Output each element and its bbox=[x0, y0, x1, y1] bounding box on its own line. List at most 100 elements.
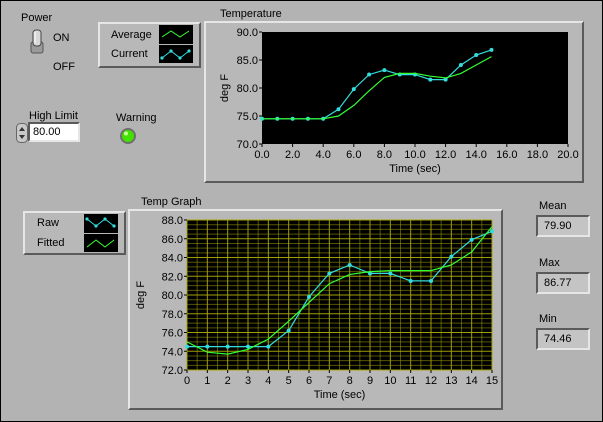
data-point-current bbox=[382, 68, 387, 73]
toggle-switch-icon bbox=[30, 29, 44, 54]
data-point-raw bbox=[307, 294, 311, 299]
y-tick-label: 75.0 bbox=[237, 111, 258, 123]
temperature-chart: 0.0 2.0 4.0 6.0 8.0 10.0 12.0 14.0 16.0 18.0 20.0 7… bbox=[219, 27, 579, 175]
x-axis-label: Time (sec) bbox=[314, 389, 366, 401]
led-lamp bbox=[122, 130, 134, 142]
power-on-label: ON bbox=[53, 32, 70, 44]
temp-graph: 0 1 2 3 4 5 6 7 8 9 10 11 12 13 14 1572.074.076.078.080… bbox=[135, 215, 498, 401]
x-tick-label: 12 bbox=[425, 375, 437, 387]
legend-swatch-average bbox=[161, 30, 190, 38]
y-tick-label: 80.0 bbox=[237, 83, 258, 95]
high-limit-label: High Limit bbox=[29, 110, 78, 122]
series-line-raw bbox=[187, 230, 493, 348]
mean-indicator: 79.90 bbox=[536, 215, 590, 237]
data-point-current bbox=[336, 107, 341, 112]
legend-swatches bbox=[159, 25, 193, 63]
data-point-raw bbox=[327, 271, 332, 276]
data-point-raw bbox=[449, 254, 454, 259]
x-tick-label: 6 bbox=[306, 375, 312, 387]
x-tick-label: 2 bbox=[225, 375, 231, 387]
x-tick-label: 12.0 bbox=[435, 149, 456, 161]
data-point-current bbox=[489, 47, 494, 52]
high-limit-input[interactable]: 80.00 bbox=[28, 122, 80, 142]
data-point-raw bbox=[408, 278, 413, 283]
y-tick-label: 72.0 bbox=[162, 365, 183, 377]
data-point-raw bbox=[388, 271, 393, 276]
x-tick-label: 10 bbox=[384, 375, 396, 387]
x-tick-label: 14 bbox=[466, 375, 478, 387]
y-tick-label: 70.0 bbox=[237, 139, 258, 151]
legend-label-fitted: Fitted bbox=[37, 237, 65, 249]
temperature-chart-title: Temperature bbox=[220, 8, 282, 20]
y-axis-label: deg F bbox=[219, 74, 231, 102]
y-tick-label: 82.0 bbox=[162, 271, 183, 283]
x-tick-label: 0 bbox=[184, 375, 190, 387]
x-tick-label: 13 bbox=[445, 375, 457, 387]
plot-area bbox=[262, 32, 568, 144]
x-tick-label: 2.0 bbox=[285, 149, 300, 161]
x-tick-label: 18.0 bbox=[527, 149, 548, 161]
x-tick-label: 4.0 bbox=[316, 149, 331, 161]
y-tick-label: 80.0 bbox=[162, 290, 183, 302]
x-tick-label: 9 bbox=[367, 375, 373, 387]
y-tick-label: 86.0 bbox=[162, 234, 183, 246]
legend-label-current: Current bbox=[111, 48, 148, 60]
x-tick-label: 7 bbox=[326, 375, 332, 387]
temperature-legend: Average Current bbox=[98, 22, 201, 68]
legend-swatches bbox=[84, 214, 118, 252]
x-tick-label: 11 bbox=[405, 375, 416, 387]
x-tick-label: 5 bbox=[286, 375, 292, 387]
legend-swatch-current bbox=[161, 50, 190, 59]
data-point-raw bbox=[225, 344, 230, 349]
data-point-raw bbox=[266, 344, 271, 349]
data-point-current bbox=[428, 77, 433, 82]
mean-label: Mean bbox=[539, 200, 567, 212]
increment-decrement-icon bbox=[16, 123, 28, 143]
temp-graph-frame: 0 1 2 3 4 5 6 7 8 9 10 11 12 13 14 15 72.0 74.0 76.0 78.0 80… bbox=[128, 209, 503, 410]
legend-swatch-raw bbox=[86, 218, 115, 227]
temp-graph-title: Temp Graph bbox=[141, 196, 202, 208]
data-point-raw bbox=[246, 344, 250, 349]
x-tick-label: 16.0 bbox=[496, 149, 517, 161]
data-point-current bbox=[458, 63, 463, 68]
x-tick-label: 6.0 bbox=[346, 149, 361, 161]
data-point-raw bbox=[347, 263, 352, 267]
data-point-raw bbox=[469, 237, 474, 242]
min-indicator: 74.46 bbox=[536, 328, 590, 350]
x-tick-label: 10.0 bbox=[404, 149, 425, 161]
x-axis-label: Time (sec) bbox=[389, 163, 441, 175]
x-tick-label: 14.0 bbox=[465, 149, 486, 161]
data-point-current bbox=[474, 52, 479, 57]
temperature-chart-frame: 0.0 2.0 4.0 6.0 8.0 10.0 12.0 14.0 16.0 18.0 20.0 7… bbox=[204, 21, 584, 183]
y-tick-label: 84.0 bbox=[162, 253, 183, 265]
y-axis-label: deg F bbox=[135, 281, 147, 309]
temp-graph-legend: Raw Fitted bbox=[23, 211, 126, 255]
data-point-raw bbox=[185, 344, 189, 349]
data-point-raw bbox=[429, 278, 433, 283]
x-tick-label: 8.0 bbox=[377, 149, 392, 161]
series-line-average bbox=[262, 56, 492, 120]
y-tick-label: 74.0 bbox=[162, 346, 183, 358]
max-label: Max bbox=[539, 257, 560, 269]
data-point-current bbox=[351, 87, 356, 92]
y-tick-label: 76.0 bbox=[162, 328, 183, 340]
power-switch[interactable] bbox=[29, 28, 45, 54]
legend-label-raw: Raw bbox=[37, 217, 60, 229]
x-tick-label: 3 bbox=[245, 375, 251, 387]
data-point-raw bbox=[286, 328, 291, 333]
data-point-raw bbox=[368, 271, 372, 276]
y-tick-label: 90.0 bbox=[237, 27, 258, 39]
y-tick-label: 88.0 bbox=[162, 215, 183, 227]
high-limit-stepper[interactable] bbox=[16, 123, 28, 143]
x-tick-label: 1 bbox=[204, 375, 210, 387]
max-indicator: 86.77 bbox=[536, 272, 590, 294]
data-point-raw bbox=[205, 344, 210, 349]
warning-label: Warning bbox=[116, 112, 157, 124]
y-tick-label: 78.0 bbox=[162, 309, 183, 321]
x-tick-label: 4 bbox=[265, 375, 271, 387]
legend-swatch-fitted bbox=[86, 239, 115, 248]
led-indicator-icon bbox=[120, 128, 136, 144]
x-tick-label: 8 bbox=[347, 375, 353, 387]
warning-led bbox=[119, 127, 137, 145]
